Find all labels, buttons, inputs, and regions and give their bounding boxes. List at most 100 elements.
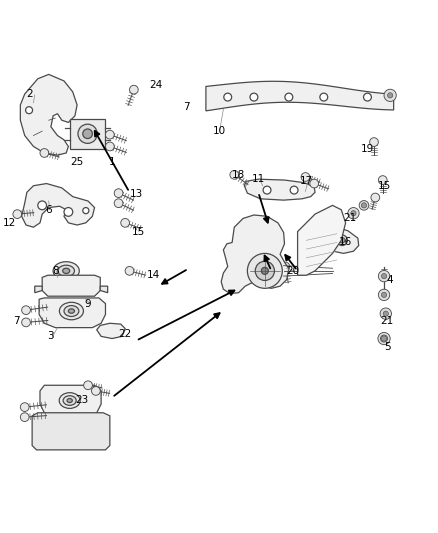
Text: 15: 15 — [378, 181, 392, 191]
Circle shape — [130, 85, 138, 94]
Text: 17: 17 — [300, 176, 313, 187]
Circle shape — [21, 306, 30, 314]
Text: 19: 19 — [361, 143, 374, 154]
Ellipse shape — [67, 399, 72, 402]
Polygon shape — [32, 413, 110, 450]
Ellipse shape — [68, 309, 74, 313]
Circle shape — [20, 403, 29, 411]
Polygon shape — [40, 385, 101, 417]
Circle shape — [20, 413, 29, 422]
Text: 16: 16 — [339, 238, 352, 247]
Circle shape — [388, 93, 393, 98]
Text: 11: 11 — [252, 174, 265, 184]
Circle shape — [38, 201, 46, 210]
Polygon shape — [100, 286, 108, 293]
Text: 8: 8 — [52, 266, 59, 276]
Text: 7: 7 — [13, 316, 19, 326]
Circle shape — [381, 273, 387, 279]
Circle shape — [25, 107, 32, 114]
Circle shape — [320, 93, 328, 101]
Text: 12: 12 — [3, 218, 16, 228]
Bar — [70, 119, 106, 149]
Text: 7: 7 — [183, 102, 190, 112]
Circle shape — [83, 129, 92, 139]
Text: 5: 5 — [384, 342, 390, 352]
Circle shape — [301, 173, 310, 181]
Polygon shape — [97, 323, 125, 338]
Text: 6: 6 — [46, 205, 52, 215]
Polygon shape — [39, 298, 106, 328]
Text: 13: 13 — [129, 189, 143, 199]
Text: 18: 18 — [232, 170, 245, 180]
Text: 20: 20 — [286, 266, 300, 276]
Ellipse shape — [58, 265, 74, 277]
Circle shape — [106, 130, 114, 139]
Polygon shape — [42, 275, 100, 296]
Circle shape — [40, 149, 49, 157]
Ellipse shape — [59, 393, 80, 408]
Polygon shape — [244, 179, 315, 200]
Circle shape — [361, 203, 367, 208]
Text: 21: 21 — [381, 316, 394, 326]
Text: 24: 24 — [149, 80, 162, 90]
Text: 3: 3 — [48, 332, 54, 341]
Text: 9: 9 — [85, 298, 92, 309]
Circle shape — [381, 335, 388, 342]
Circle shape — [125, 266, 134, 275]
Circle shape — [384, 89, 396, 101]
Circle shape — [378, 176, 387, 184]
Circle shape — [370, 138, 378, 147]
Circle shape — [92, 386, 100, 395]
Circle shape — [78, 124, 97, 143]
Circle shape — [114, 199, 123, 207]
Circle shape — [359, 200, 369, 210]
Circle shape — [371, 193, 380, 202]
Circle shape — [378, 270, 390, 282]
Polygon shape — [35, 286, 42, 293]
Polygon shape — [206, 82, 394, 111]
Circle shape — [121, 219, 130, 227]
Circle shape — [380, 308, 392, 319]
Text: 25: 25 — [71, 157, 84, 167]
Circle shape — [250, 93, 258, 101]
Circle shape — [290, 186, 298, 194]
Circle shape — [83, 207, 89, 214]
Circle shape — [84, 381, 92, 390]
Circle shape — [64, 207, 73, 216]
Text: 23: 23 — [75, 394, 88, 405]
Circle shape — [13, 210, 21, 219]
Polygon shape — [20, 75, 77, 155]
Circle shape — [351, 211, 356, 216]
Polygon shape — [21, 183, 95, 227]
Circle shape — [310, 179, 318, 188]
Circle shape — [224, 93, 232, 101]
Ellipse shape — [63, 268, 70, 273]
Text: 15: 15 — [131, 227, 145, 237]
Text: 22: 22 — [119, 329, 132, 339]
Ellipse shape — [53, 262, 79, 280]
Polygon shape — [325, 227, 359, 253]
Polygon shape — [221, 215, 289, 294]
Text: 14: 14 — [147, 270, 160, 280]
Text: 1: 1 — [109, 157, 115, 167]
Circle shape — [263, 186, 271, 194]
Circle shape — [378, 333, 390, 345]
Circle shape — [114, 189, 123, 198]
Circle shape — [281, 262, 290, 271]
Circle shape — [383, 311, 389, 316]
Circle shape — [381, 336, 387, 341]
Polygon shape — [297, 205, 346, 275]
Circle shape — [255, 261, 275, 280]
Text: 10: 10 — [212, 126, 226, 136]
Ellipse shape — [64, 305, 79, 317]
Ellipse shape — [63, 395, 76, 405]
Circle shape — [348, 207, 359, 219]
Circle shape — [364, 93, 371, 101]
Circle shape — [285, 93, 293, 101]
Circle shape — [247, 253, 283, 288]
Circle shape — [106, 142, 114, 151]
Circle shape — [339, 238, 345, 243]
Circle shape — [381, 292, 387, 297]
Circle shape — [337, 235, 347, 246]
Circle shape — [378, 289, 390, 301]
